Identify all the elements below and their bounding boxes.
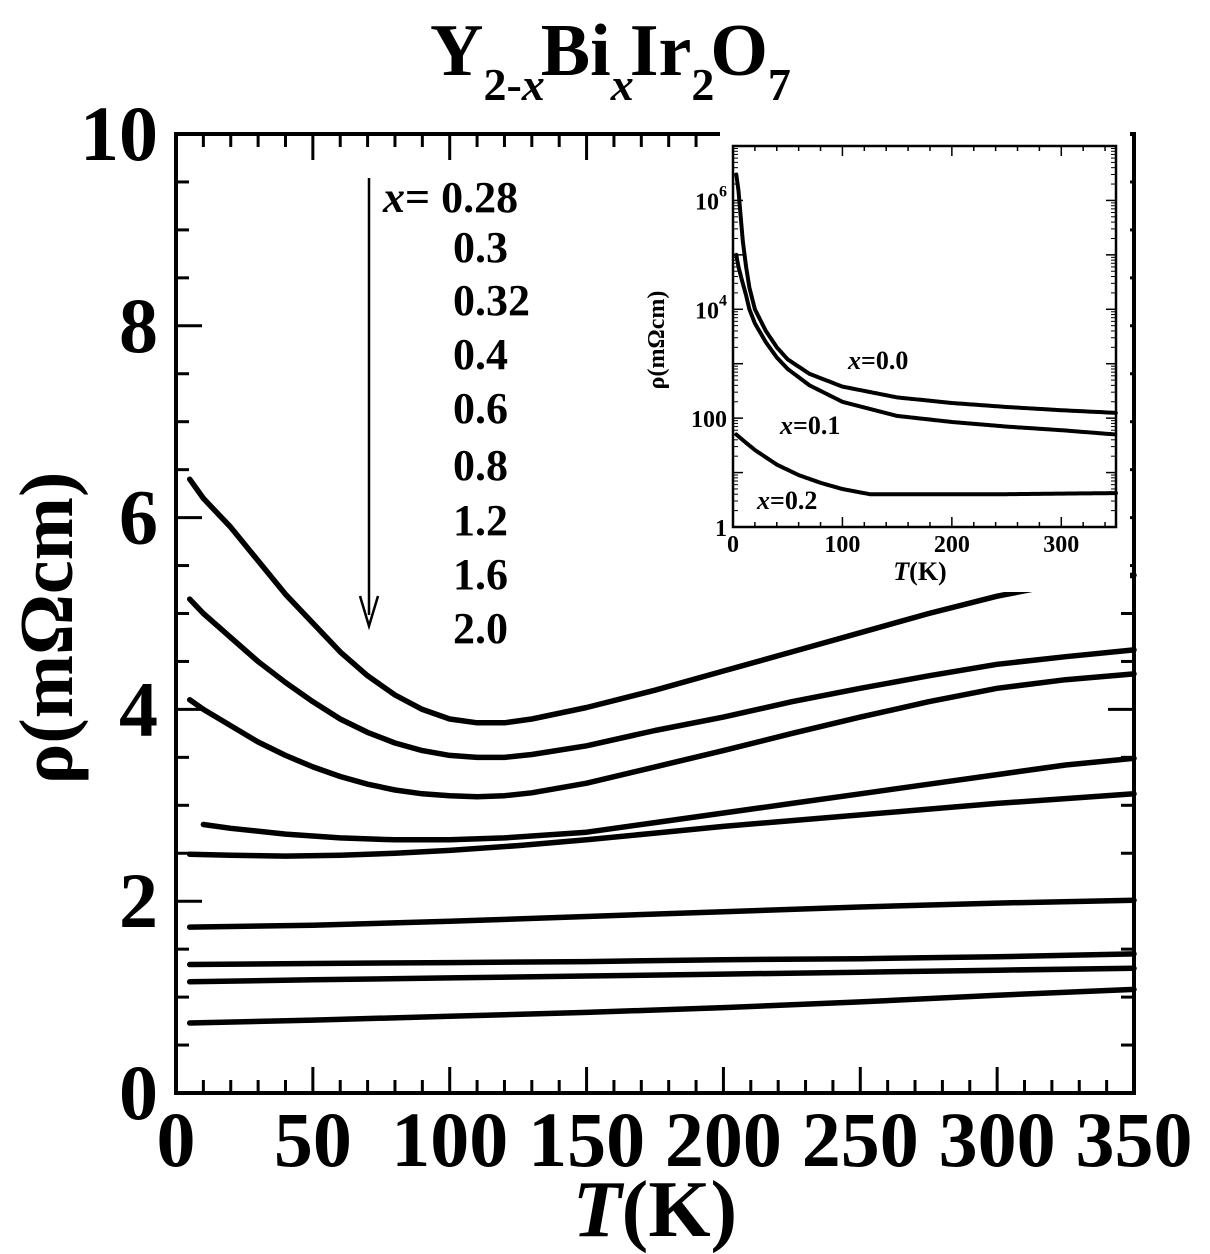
- inset-y-tick-base: 10: [695, 298, 719, 324]
- y-tick-label: 4: [119, 665, 158, 752]
- x-tick-label: 150: [528, 1096, 645, 1183]
- x-tick-label: 0: [157, 1096, 196, 1183]
- series-line-x-0.8: [186, 897, 1137, 930]
- legend-entry: 2.0: [453, 604, 508, 653]
- inset-series-x=0.0: [734, 172, 1118, 415]
- inset-y-tick-exponent: 4: [719, 292, 727, 309]
- inset-series-value: =0.1: [793, 411, 840, 440]
- main-plot-frame: [174, 132, 1136, 1095]
- inset-series-x=0.1: [734, 252, 1118, 437]
- legend-entry: 1.6: [453, 550, 508, 599]
- series-line-x-1.6: [186, 965, 1137, 985]
- inset-series-label: x=0.0: [847, 346, 908, 375]
- chart-title: Y2-xBixIr2O7: [430, 10, 791, 110]
- inset-x-tick-label: 200: [934, 532, 970, 558]
- x-tick-label: 350: [1076, 1096, 1193, 1183]
- title-part: 7: [768, 59, 791, 110]
- series-line-x-0.6: [186, 791, 1137, 859]
- inset-y-tick-base: 10: [695, 189, 719, 215]
- title-part: 2-: [483, 59, 521, 110]
- legend-entry: x= 0.28: [382, 173, 518, 222]
- legend-entry: 0.3: [453, 223, 508, 272]
- inset-series-label: x=0.1: [779, 411, 840, 440]
- y-axis-label: ρ(mΩcm): [5, 472, 89, 785]
- x-tick-label: 50: [274, 1096, 352, 1183]
- legend-value: = 0.28: [405, 173, 518, 222]
- x-tick-label: 100: [391, 1096, 508, 1183]
- title-part: Y: [430, 10, 483, 92]
- inset-x-tick-label: 100: [824, 532, 860, 558]
- inset-series-value: =0.2: [770, 486, 817, 515]
- inset-y-axis-label: ρ(mΩcm): [644, 291, 670, 390]
- inset-y-tick-base: 100: [691, 407, 727, 433]
- inset-series-value: =0.0: [861, 346, 908, 375]
- x-tick-label: 200: [665, 1096, 782, 1183]
- inset-frame: [731, 144, 1118, 529]
- inset-x-axis-unit: (K): [909, 557, 947, 586]
- title-part: Ir: [630, 10, 692, 92]
- inset-x-tick-label: 300: [1043, 532, 1079, 558]
- y-tick-label: 10: [80, 90, 158, 177]
- legend-variable: x: [382, 173, 405, 222]
- legend-entry: 0.6: [453, 384, 508, 433]
- inset-y-tick-label: 104: [695, 292, 727, 324]
- inset-y-tick-exponent: 6: [719, 184, 727, 201]
- series-line-x-0.32: [186, 671, 1137, 800]
- inset-y-tick-label: 100: [691, 407, 727, 433]
- y-tick-label: 2: [119, 857, 158, 944]
- inset-x-tick-label: 0: [727, 532, 739, 558]
- y-tick-label: 6: [119, 474, 158, 561]
- x-axis-label: T(K): [573, 1166, 737, 1254]
- inset-series-variable: x: [756, 486, 770, 515]
- legend-arrow-head: [358, 595, 380, 631]
- x-tick-label: 300: [939, 1096, 1056, 1183]
- inset-series-variable: x: [779, 411, 793, 440]
- series-line-x-0.3: [186, 596, 1137, 761]
- x-tick-label: 250: [802, 1096, 919, 1183]
- legend: x= 0.280.30.32 0.4 0.6 0.8 1.2 1.6 2.0: [358, 173, 530, 653]
- y-tick-label: 0: [119, 1049, 158, 1136]
- inset-x-axis-label: T(K): [893, 557, 946, 586]
- series-line-x-0.28: [186, 476, 1137, 726]
- inset-x-axis-symbol: T: [893, 557, 910, 586]
- inset-y-tick-base: 1: [715, 516, 727, 542]
- title-part: x: [610, 59, 634, 110]
- title-part: 2: [691, 59, 714, 110]
- inset-series-label: x=0.2: [756, 486, 817, 515]
- series-line-x-2.0: [186, 986, 1137, 1026]
- title-part: O: [710, 10, 768, 92]
- series-line-x-0.4: [200, 755, 1137, 843]
- x-axis-label-unit: (K): [622, 1166, 738, 1254]
- series-line-x-1.2: [186, 951, 1137, 968]
- inset-y-tick-label: 106: [695, 184, 727, 216]
- x-axis-label-symbol: T: [573, 1166, 625, 1254]
- legend-entry: 0.32: [453, 276, 530, 325]
- title-part: Bi: [541, 10, 611, 92]
- title-part: x: [521, 59, 545, 110]
- legend-entry: 0.4: [453, 330, 508, 379]
- inset-series-variable: x: [847, 346, 861, 375]
- inset-series-x=0.2: [734, 432, 1118, 497]
- legend-entry: 0.8: [453, 441, 508, 490]
- y-tick-label: 8: [119, 282, 158, 369]
- legend-entry: 1.2: [453, 496, 508, 545]
- inset-y-tick-label: 1: [715, 516, 727, 542]
